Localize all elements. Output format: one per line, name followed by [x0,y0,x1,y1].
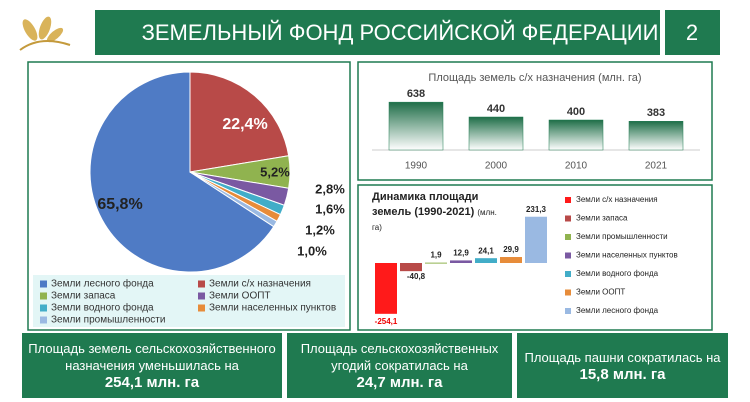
legend-label: Земли запаса [576,214,628,223]
bar-value: 638 [407,88,425,100]
legend-swatch [565,252,571,259]
bar [500,257,522,263]
summary-highlight: 254,1 млн. га [104,374,200,391]
legend-label: Земли населенных пунктов [576,251,678,260]
pie-label: 5,2% [260,164,290,179]
bar-value: 29,9 [503,245,519,254]
waterfall-panel [357,184,713,331]
bar [525,216,547,263]
pie-slice [189,171,278,228]
summary-highlight: 24,7 млн. га [356,374,443,391]
x-tick-label: 2021 [645,161,668,172]
legend-swatch [40,316,47,324]
legend-label: Земли водного фонда [51,302,154,314]
legend-label: Земли лесного фонда [576,306,659,315]
legend-swatch [40,292,47,300]
wf-title-text: Динамика площади земель (1990-2021) [372,191,479,218]
summary-highlight: 15,8 млн. га [579,365,666,383]
legend-swatch [40,280,47,288]
bar-value: 400 [567,106,585,118]
x-tick-label: 1990 [405,161,428,172]
legend-swatch [565,308,571,314]
legend-swatch [565,215,571,222]
pie-label: 2,8% [315,181,345,196]
bar [425,262,447,264]
header-bar [95,10,660,55]
pie-label: 65,8% [97,196,142,213]
bar [548,119,604,151]
legend-label: Земли с/х назначения [576,195,658,204]
summary-text: Площадь земель сельскохозяйственного наз… [28,341,276,373]
legend-swatch [198,304,205,312]
bar [400,263,422,272]
legend-label: Земли промышленности [576,232,668,241]
chart-title: Площадь земель с/х назначения (млн. га) [428,72,641,84]
bar-value: -40,8 [407,272,426,281]
legend-swatch [565,197,571,203]
summary-text: Площадь сельскохозяйственных угодий сокр… [300,341,499,373]
pie-legend-box [33,275,345,327]
logo [19,16,71,51]
pie-label: 22,4% [222,116,267,133]
bar [475,258,497,263]
summary-box: Площадь сельскохозяйственных угодий сокр… [287,333,512,398]
pie-panel [27,61,351,331]
bar-value: 231,3 [526,205,547,214]
legend-label: Земли ООПТ [576,288,625,297]
page-number-box [665,10,720,55]
wf-subtitle: (млн. га) [372,208,497,232]
legend-swatch [565,271,571,277]
bar-panel [357,61,713,181]
legend-label: Земли промышленности [51,315,165,326]
pie-label: 1,2% [305,222,335,237]
legend-swatch [565,289,571,296]
waterfall-title: Динамика площади земель (1990-2021) (млн… [372,190,502,235]
bar-value: 1,9 [430,251,442,260]
pie-label: 1,0% [297,243,327,258]
summary-text: Площадь пашни сократилась на [524,349,721,365]
bar-value: 440 [487,103,505,115]
bar-value: 383 [647,107,665,119]
bar-value: 24,1 [478,246,494,255]
legend-label: Земли населенных пунктов [209,303,336,314]
legend-label: Земли запаса [51,291,116,302]
x-tick-label: 2000 [485,161,508,172]
legend-swatch [40,304,47,312]
bar [468,116,524,151]
bar-value: 12,9 [453,249,469,258]
bar-value: -254,1 [375,317,398,326]
header-title: ЗЕМЕЛЬНЫЙ ФОНД РОССИЙСКОЙ ФЕДЕРАЦИИ [142,20,659,45]
pie-slice [89,71,275,273]
bar [628,121,684,151]
legend-label: Земли ООПТ [209,291,271,302]
page-number: 2 [686,20,698,45]
legend-swatch [565,234,571,240]
summary-box: Площадь земель сельскохозяйственного наз… [22,333,282,398]
pie-label: 1,6% [315,201,345,216]
legend-label: Земли лесного фонда [51,278,154,290]
pie-slice [189,71,290,173]
bar [388,101,444,151]
bar [450,260,472,263]
summary-box: Площадь пашни сократилась на 15,8 млн. га [517,333,728,398]
legend-label: Земли с/х назначения [209,279,311,290]
legend-label: Земли водного фонда [576,269,659,278]
x-tick-label: 2010 [565,161,588,172]
legend-swatch [198,280,205,288]
legend-swatch [198,292,205,300]
bar [375,263,397,314]
